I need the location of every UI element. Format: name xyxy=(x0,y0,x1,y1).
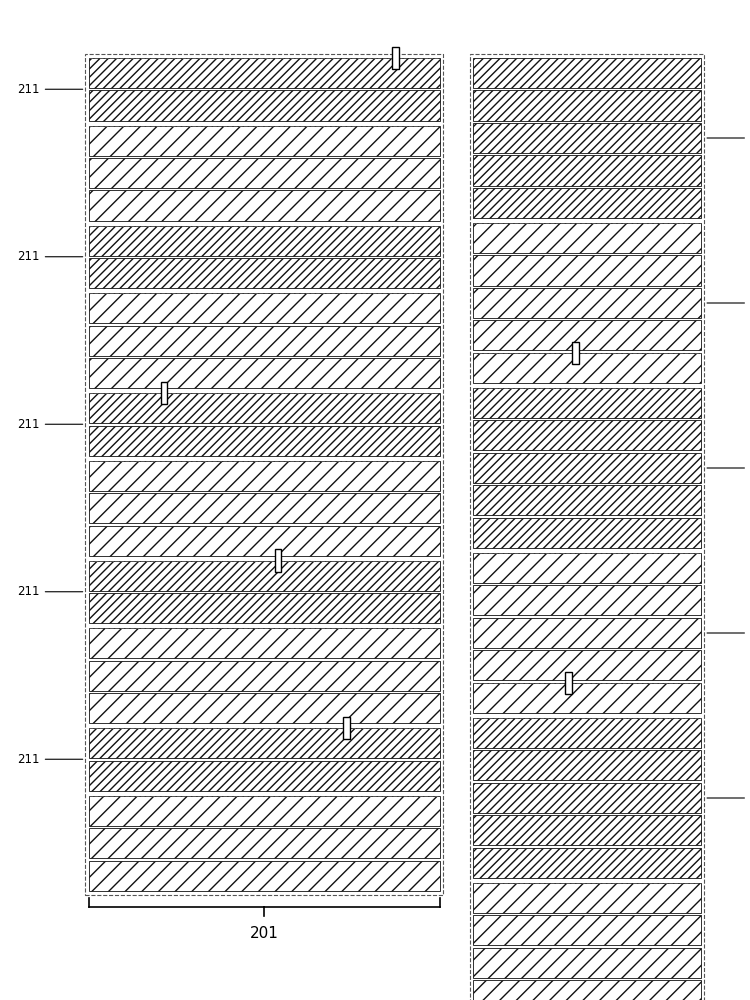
Bar xyxy=(88,426,440,456)
Bar xyxy=(472,650,701,680)
Text: 212: 212 xyxy=(707,791,750,804)
Bar xyxy=(88,58,440,88)
Bar xyxy=(472,388,701,418)
Bar xyxy=(88,393,440,423)
Bar xyxy=(88,226,440,256)
Bar xyxy=(472,915,701,945)
Bar xyxy=(472,815,701,845)
Bar xyxy=(472,518,701,548)
Bar xyxy=(472,585,701,615)
Bar xyxy=(472,485,701,515)
Bar xyxy=(472,123,701,153)
Text: 211: 211 xyxy=(17,585,82,598)
Bar xyxy=(88,828,440,858)
Bar xyxy=(88,460,440,491)
Bar xyxy=(472,980,701,1000)
Bar xyxy=(88,158,440,188)
Bar xyxy=(472,948,701,978)
Bar xyxy=(472,750,701,780)
Bar xyxy=(472,320,701,350)
Bar xyxy=(274,549,281,572)
Bar xyxy=(572,342,579,364)
Bar xyxy=(472,255,701,286)
Text: 201: 201 xyxy=(250,926,278,940)
Bar xyxy=(472,848,701,878)
Bar xyxy=(472,683,701,713)
Bar xyxy=(88,91,440,120)
Bar xyxy=(88,796,440,825)
Bar xyxy=(472,91,701,120)
Bar xyxy=(88,493,440,523)
Bar xyxy=(472,618,701,648)
Bar xyxy=(472,188,701,218)
Bar xyxy=(88,526,440,556)
Bar xyxy=(88,293,440,323)
Bar xyxy=(472,155,701,186)
Bar xyxy=(88,560,440,590)
Bar xyxy=(472,353,701,383)
Bar xyxy=(470,54,704,1000)
Bar xyxy=(343,717,350,739)
Text: 211: 211 xyxy=(17,250,82,263)
Text: 212: 212 xyxy=(707,131,750,144)
Text: 211: 211 xyxy=(17,753,82,766)
Bar xyxy=(88,358,440,388)
Bar xyxy=(566,672,572,694)
Bar xyxy=(88,126,440,156)
Bar xyxy=(472,783,701,813)
Text: 212: 212 xyxy=(707,296,750,309)
Bar xyxy=(88,728,440,758)
Text: 211: 211 xyxy=(17,83,82,96)
Bar xyxy=(472,223,701,253)
Bar xyxy=(88,593,440,623)
Text: 212: 212 xyxy=(707,626,750,639)
Bar xyxy=(88,660,440,690)
Bar xyxy=(88,760,440,790)
Bar xyxy=(472,883,701,913)
Bar xyxy=(472,420,701,450)
Bar xyxy=(472,288,701,318)
Text: 211: 211 xyxy=(17,418,82,431)
Bar xyxy=(472,58,701,88)
Bar xyxy=(160,382,167,404)
Text: 212: 212 xyxy=(707,461,750,474)
Bar xyxy=(88,860,440,890)
Bar xyxy=(88,190,440,221)
Bar xyxy=(88,258,440,288)
Bar xyxy=(88,326,440,356)
Bar xyxy=(472,553,701,583)
Bar xyxy=(472,718,701,748)
Bar xyxy=(88,628,440,658)
Bar xyxy=(392,47,399,69)
Bar xyxy=(86,54,442,894)
Bar xyxy=(472,453,701,483)
Bar xyxy=(88,693,440,723)
